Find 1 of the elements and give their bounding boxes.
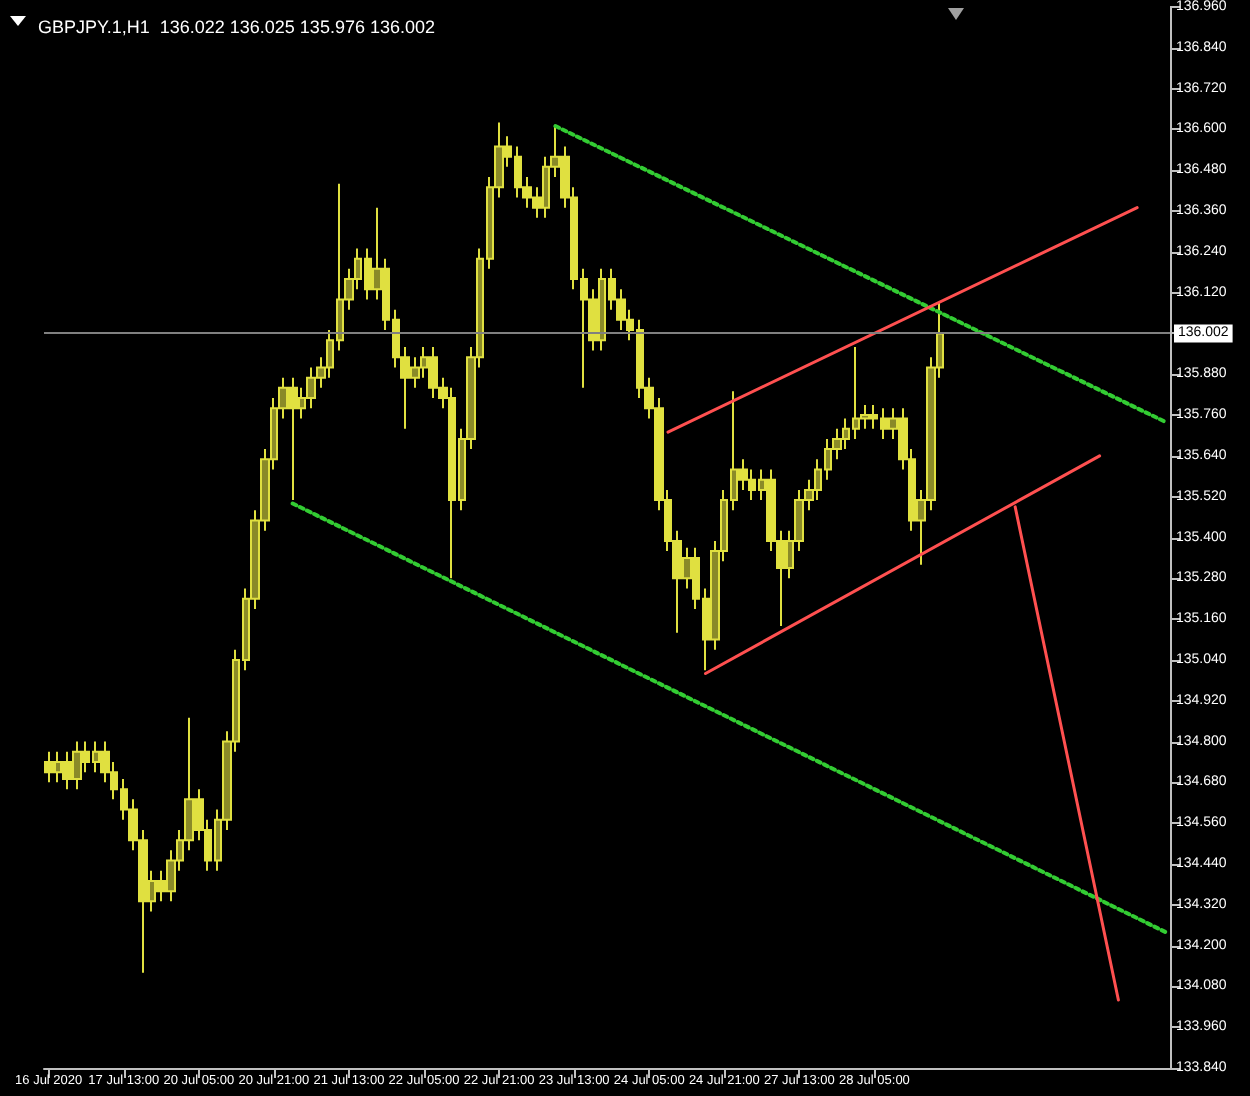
text: GBPJPY.1,H1 136.022 136.025 135.976 136.002 — [38, 17, 435, 37]
